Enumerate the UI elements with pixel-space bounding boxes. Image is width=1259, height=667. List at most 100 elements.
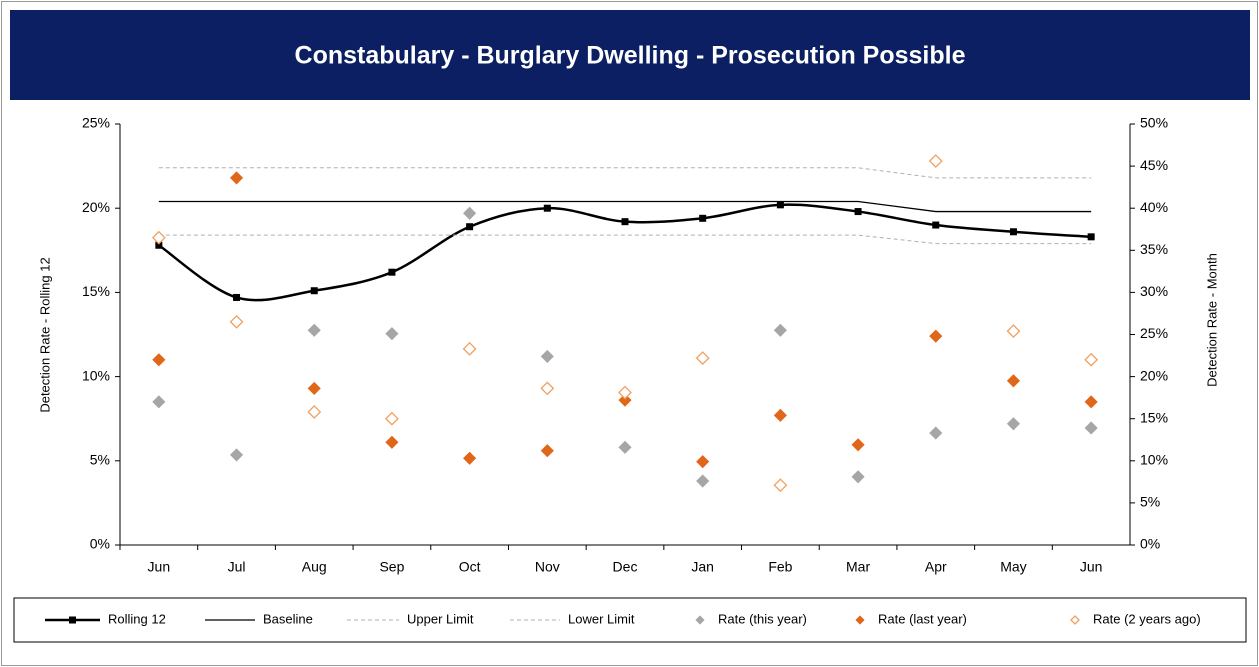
y2-tick-label: 5%	[1140, 494, 1160, 510]
data-point	[233, 293, 241, 301]
data-point	[773, 323, 787, 337]
y2-tick-label: 45%	[1140, 157, 1168, 173]
legend-label: Rate (this year)	[718, 611, 807, 626]
series-line	[158, 234, 1092, 245]
y-tick-label: 5%	[90, 452, 110, 468]
data-point	[385, 327, 399, 341]
x-tick-label: Apr	[925, 559, 947, 575]
data-point	[540, 381, 555, 396]
legend-box	[13, 597, 1247, 643]
data-point	[932, 221, 940, 229]
data-point	[929, 329, 943, 343]
data-point	[462, 341, 477, 356]
x-tick-label: Jan	[691, 559, 714, 575]
legend-label: Rate (2 years ago)	[1093, 611, 1201, 626]
data-point	[928, 154, 943, 168]
x-tick-label: Feb	[768, 559, 792, 575]
legend-label: Rate (last year)	[878, 611, 967, 626]
data-point	[773, 408, 787, 422]
title-bar	[10, 10, 1250, 100]
y-tick-label: 25%	[82, 115, 110, 131]
y-axis-label: Detection Rate - Rolling 12	[37, 257, 52, 412]
series-line	[158, 200, 1092, 213]
y-tick-label: 20%	[82, 199, 110, 215]
data-point	[621, 218, 629, 226]
y-tick-label: 15%	[82, 283, 110, 299]
series-line	[158, 167, 1092, 179]
legend-marker	[695, 615, 705, 625]
data-point	[466, 223, 474, 231]
y2-axis-label: Detection Rate - Month	[1204, 253, 1219, 387]
data-point	[1087, 233, 1095, 241]
data-point	[618, 393, 632, 407]
y2-tick-label: 50%	[1140, 115, 1168, 131]
y-tick-label: 0%	[90, 536, 110, 552]
data-point	[695, 351, 710, 365]
data-point	[1084, 352, 1099, 367]
x-tick-label: Mar	[846, 559, 870, 575]
legend-label: Rolling 12	[108, 611, 166, 626]
y2-tick-label: 10%	[1140, 452, 1168, 468]
y2-tick-label: 0%	[1140, 536, 1160, 552]
data-point	[463, 451, 477, 465]
data-point	[1009, 228, 1017, 236]
data-point	[1084, 421, 1098, 435]
data-point	[307, 381, 321, 395]
data-point	[385, 411, 399, 426]
x-tick-label: Sep	[379, 559, 404, 575]
y2-tick-label: 35%	[1140, 241, 1168, 257]
y2-tick-label: 15%	[1140, 409, 1168, 425]
y2-tick-label: 20%	[1140, 367, 1168, 383]
legend-marker	[1070, 615, 1080, 625]
data-point	[929, 426, 943, 440]
data-point	[463, 206, 477, 220]
y2-tick-label: 40%	[1140, 199, 1168, 215]
legend-label: Upper Limit	[407, 611, 474, 626]
data-point	[851, 438, 865, 452]
legend-marker	[69, 616, 76, 624]
data-point	[152, 395, 166, 409]
data-point	[229, 171, 244, 185]
data-point	[618, 440, 632, 454]
data-point	[773, 478, 788, 493]
y2-tick-label: 30%	[1140, 283, 1168, 299]
data-point	[310, 287, 318, 295]
data-point	[155, 241, 163, 249]
x-tick-label: Dec	[613, 559, 638, 575]
data-point	[618, 385, 632, 400]
x-tick-label: Aug	[302, 559, 327, 575]
legend-marker	[855, 615, 865, 625]
x-tick-label: Nov	[535, 559, 560, 575]
data-point	[851, 470, 865, 484]
y2-tick-label: 25%	[1140, 325, 1168, 341]
data-point	[151, 230, 166, 245]
data-point	[307, 405, 322, 419]
y-tick-label: 10%	[82, 367, 110, 383]
data-point	[776, 201, 784, 209]
data-point	[540, 349, 554, 363]
data-point	[1084, 395, 1098, 409]
data-point	[696, 474, 710, 488]
data-point	[1006, 324, 1021, 339]
data-point	[229, 314, 244, 329]
data-point	[1006, 374, 1021, 388]
x-tick-label: Jul	[228, 559, 246, 575]
legend-label: Baseline	[263, 611, 313, 626]
data-point	[696, 455, 710, 469]
data-point	[229, 448, 244, 462]
data-point	[1006, 417, 1021, 431]
data-point	[388, 268, 396, 276]
legend-label: Lower Limit	[568, 611, 635, 626]
data-point	[540, 444, 554, 458]
data-point	[854, 208, 862, 216]
data-point	[152, 353, 166, 367]
x-tick-label: Jun	[1080, 559, 1103, 575]
x-tick-label: May	[1000, 559, 1026, 575]
data-point	[385, 435, 399, 449]
data-point	[307, 323, 321, 337]
chart-title: Constabulary - Burglary Dwelling - Prose…	[295, 42, 966, 70]
data-point	[699, 214, 707, 222]
